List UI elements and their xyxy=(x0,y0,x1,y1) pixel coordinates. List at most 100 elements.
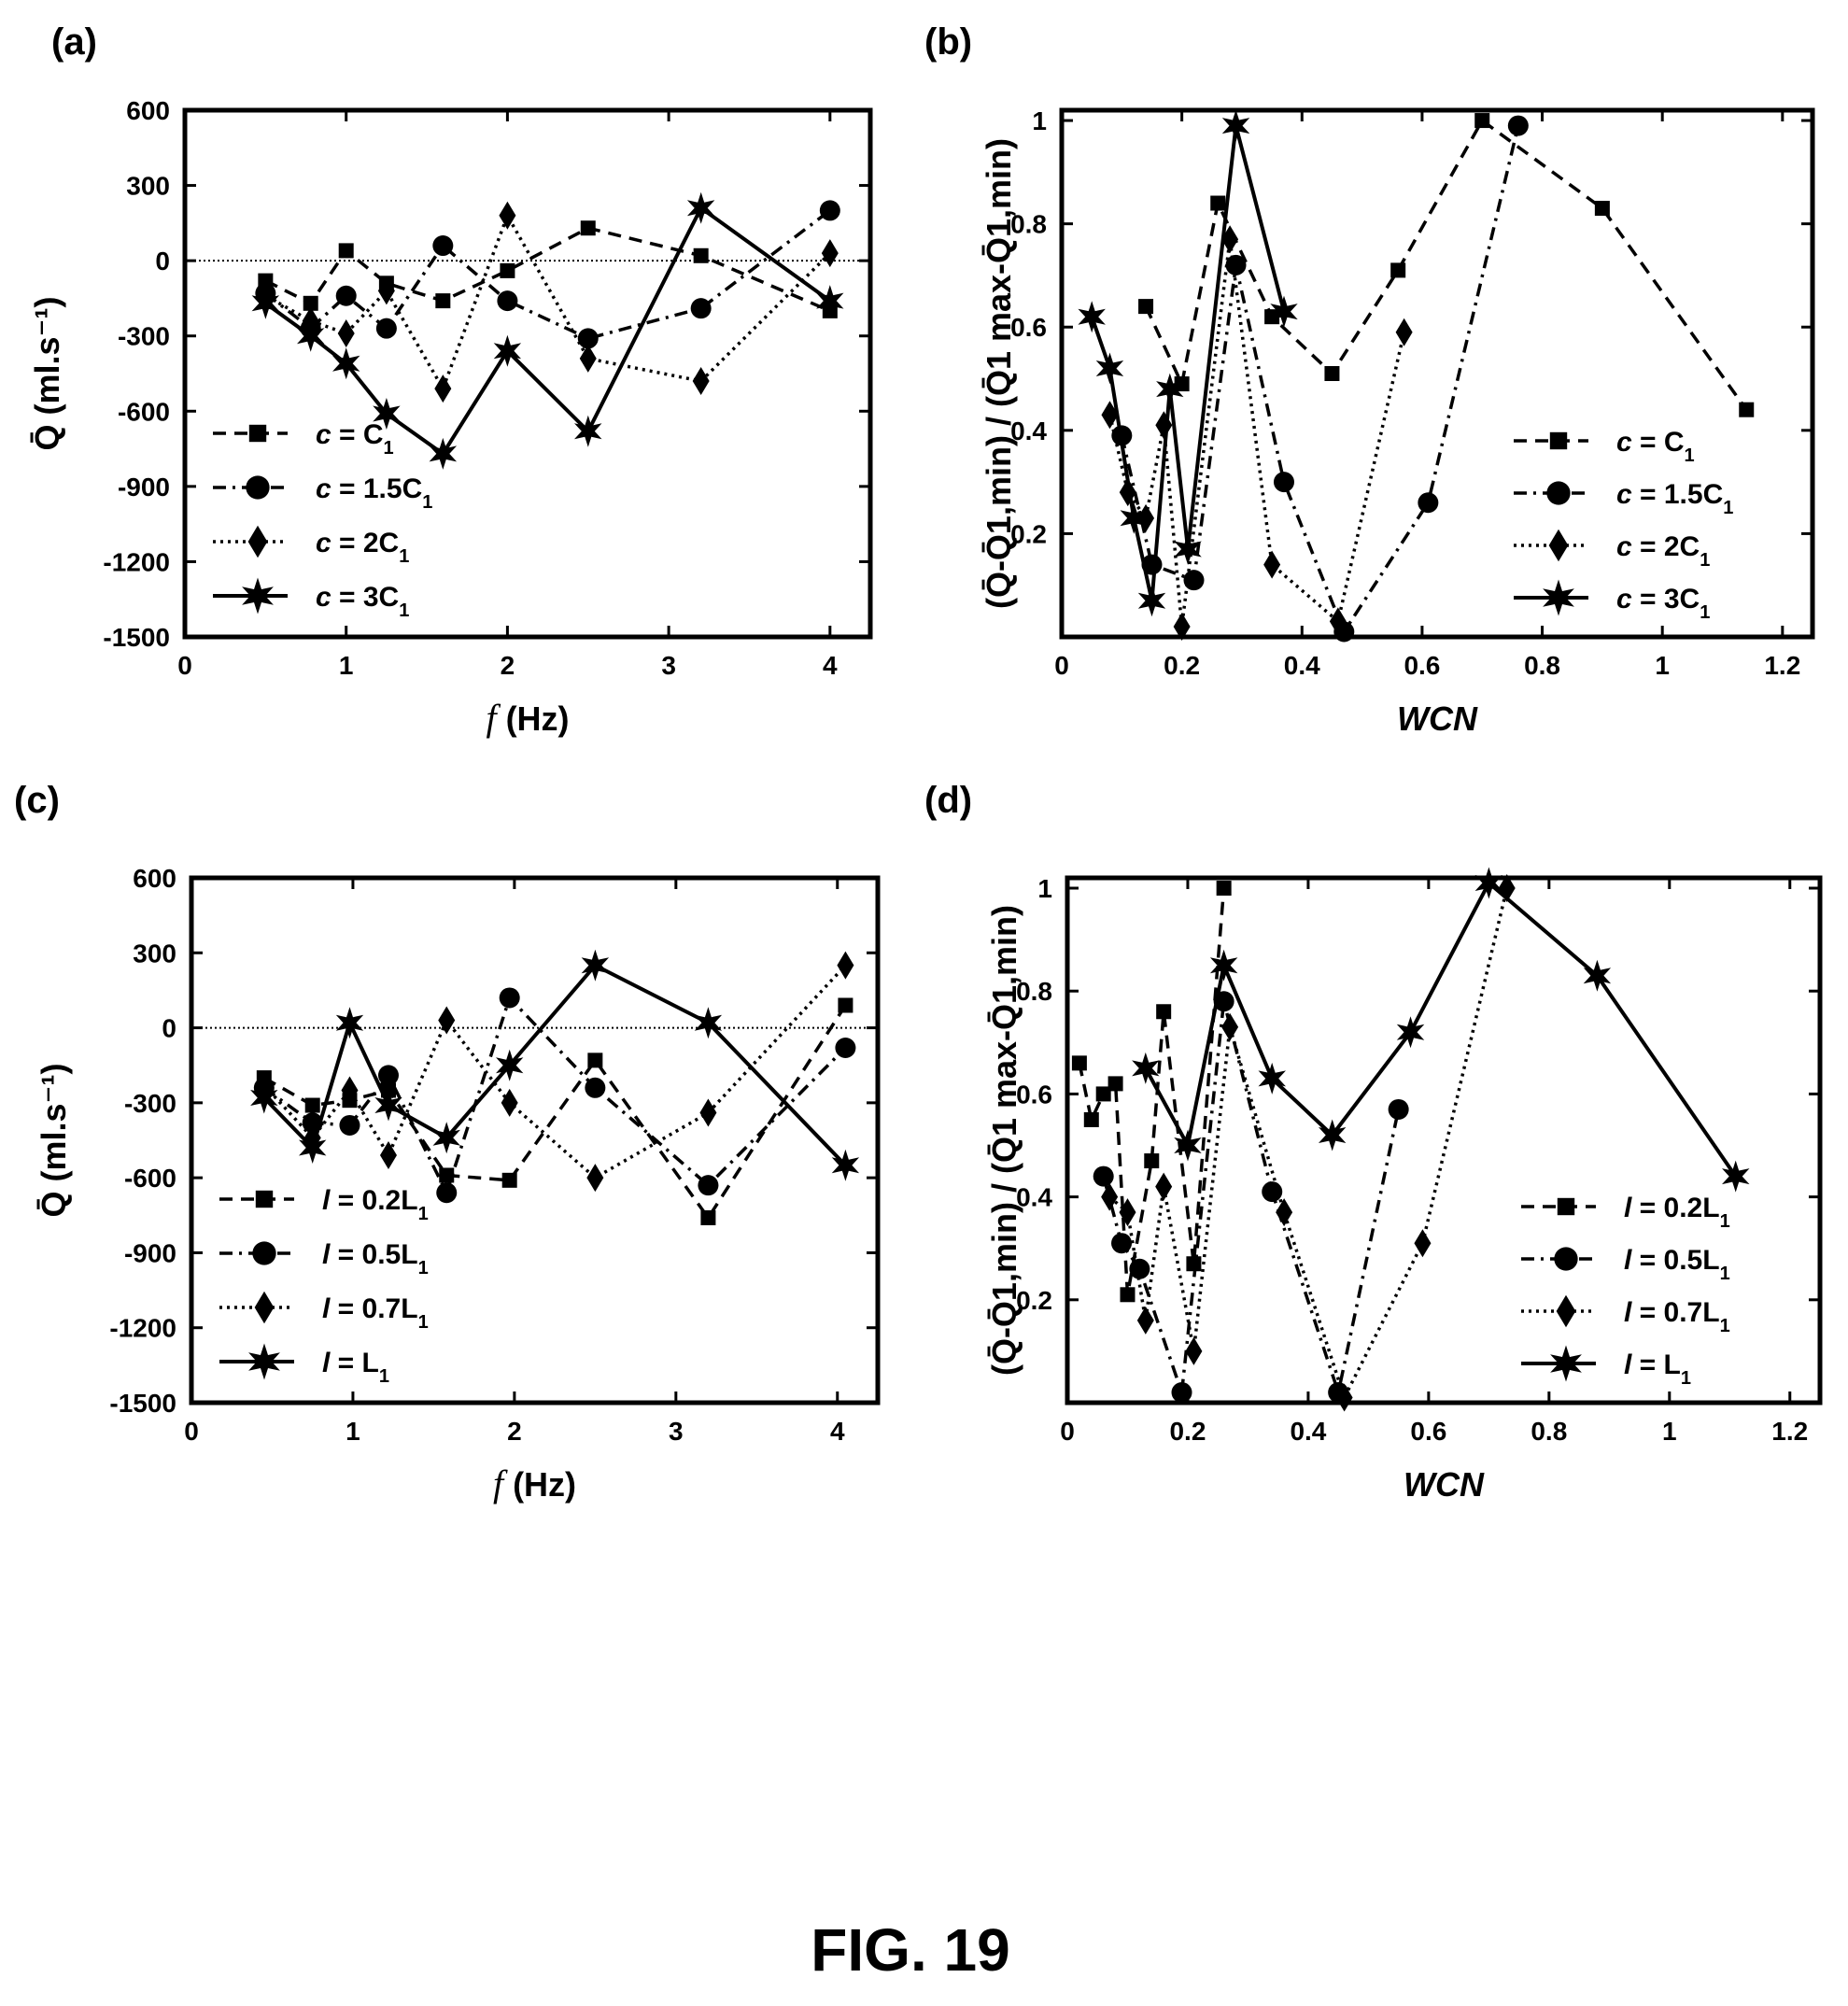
x-tick-label: 1 xyxy=(339,651,354,680)
data-point-diamond xyxy=(1335,1383,1353,1412)
data-point-circle xyxy=(436,1182,458,1204)
x-tick-label: 0 xyxy=(1054,651,1069,680)
data-point-circle xyxy=(497,290,518,312)
data-point-star xyxy=(1174,533,1202,565)
legend-marker-square xyxy=(1549,431,1568,450)
data-point-diamond xyxy=(1101,1182,1119,1211)
data-point-star xyxy=(299,1132,327,1164)
y-tick-label: 0.2 xyxy=(1010,519,1047,548)
y-tick-label: 300 xyxy=(133,939,176,968)
data-point-circle xyxy=(1225,254,1247,275)
data-point-star xyxy=(1258,1062,1286,1095)
y-tick-label: -900 xyxy=(118,473,170,502)
legend-marker-star xyxy=(1543,579,1574,616)
data-point-star xyxy=(1221,109,1250,142)
data-point-diamond xyxy=(699,1098,717,1127)
plot-frame xyxy=(182,107,873,640)
y-tick-label: -300 xyxy=(124,1089,176,1118)
data-point-diamond xyxy=(501,1088,518,1117)
legend-label: l = 0.7L1 xyxy=(1624,1297,1730,1336)
data-point-square xyxy=(303,295,318,311)
data-point-square xyxy=(500,262,515,278)
x-tick-label: 3 xyxy=(669,1417,684,1446)
data-point-square xyxy=(1739,402,1755,417)
data-point-diamond xyxy=(1185,1336,1203,1365)
data-point-circle xyxy=(585,1077,606,1098)
data-point-diamond xyxy=(1414,1229,1432,1258)
data-point-square xyxy=(1174,376,1190,392)
y-tick-label: 0.8 xyxy=(1010,210,1047,239)
data-point-star xyxy=(496,1049,524,1081)
y-tick-label: -600 xyxy=(118,397,170,426)
data-point-square xyxy=(1138,299,1154,315)
y-tick-label: -1500 xyxy=(109,1389,176,1418)
x-tick-label: 0 xyxy=(184,1417,199,1446)
data-point-diamond xyxy=(377,276,395,305)
data-point-diamond xyxy=(1329,607,1347,636)
legend-marker-star xyxy=(1550,1345,1582,1382)
data-point-circle xyxy=(377,1065,399,1086)
x-tick-label: 1 xyxy=(346,1417,360,1446)
data-point-square xyxy=(439,1167,455,1183)
chart-panel-a: (a) 0 1 2 3 4 600 300 0 -300 -600 -900 -1200 -1500 f (… xyxy=(28,21,873,739)
y-tick-label: 600 xyxy=(133,864,176,893)
data-point-star xyxy=(816,285,844,318)
legend-marker-diamond xyxy=(254,1291,275,1324)
data-point-star xyxy=(1209,949,1238,982)
data-point-star xyxy=(1270,295,1298,328)
x-tick-label: 0.4 xyxy=(1284,651,1320,680)
legend-label: c = C1 xyxy=(1616,427,1695,466)
data-point-diamond xyxy=(1155,1172,1173,1201)
data-point-square xyxy=(1390,262,1406,278)
data-point-diamond xyxy=(341,1076,359,1105)
data-point-diamond xyxy=(579,344,597,373)
legend-marker-diamond xyxy=(1548,529,1569,562)
y-tick-label: 0.6 xyxy=(1010,313,1047,342)
x-tick-label: 1 xyxy=(1655,651,1670,680)
data-point-square xyxy=(338,243,354,259)
legend: l = 0.2L1 l = 0.5L1 l = 0.7L1 l = L1 xyxy=(219,1185,429,1387)
legend-marker-star xyxy=(242,577,274,615)
data-point-star xyxy=(1137,585,1166,617)
y-tick-label: 0.8 xyxy=(1016,977,1052,1006)
data-point-circle xyxy=(1262,1181,1283,1203)
series-star xyxy=(251,191,844,470)
legend-label: l = 0.2L1 xyxy=(1624,1193,1730,1232)
legend-label: l = L1 xyxy=(1624,1349,1691,1389)
legend-label: c = 2C1 xyxy=(1616,531,1710,571)
data-point-star xyxy=(1583,959,1612,992)
legend-marker-star xyxy=(248,1343,280,1380)
series-line xyxy=(264,209,831,341)
data-point-star xyxy=(581,949,610,982)
legend: c = C1 c = 1.5C1 c = 2C1 c = 3C1 xyxy=(213,419,432,621)
legend-label: l = 0.5L1 xyxy=(322,1239,429,1278)
legend-label: c = 3C1 xyxy=(1616,584,1710,623)
data-point-square xyxy=(1186,1256,1202,1272)
data-point-square xyxy=(693,247,709,263)
x-tick-label: 1.2 xyxy=(1771,1417,1808,1446)
data-point-diamond xyxy=(1119,1198,1136,1227)
y-tick-label: -900 xyxy=(124,1238,176,1267)
data-point-circle xyxy=(577,328,599,349)
legend-label: c = 2C1 xyxy=(316,528,409,567)
data-point-diamond xyxy=(1263,550,1281,579)
data-point-circle xyxy=(835,1037,856,1058)
x-tick-label: 1.2 xyxy=(1764,651,1800,680)
data-point-circle xyxy=(1183,570,1205,591)
data-point-star xyxy=(1095,352,1124,385)
legend-marker-circle xyxy=(252,1241,276,1265)
x-tick-label: 0 xyxy=(177,651,192,680)
series-line xyxy=(1107,887,1509,1403)
legend-marker-square xyxy=(248,424,267,443)
panel-label: (c) xyxy=(14,780,60,821)
data-point-diamond xyxy=(1276,1198,1293,1227)
series-circle xyxy=(1111,115,1529,643)
data-point-diamond xyxy=(837,951,854,980)
data-point-diamond xyxy=(499,201,516,230)
data-point-star xyxy=(429,437,458,470)
data-point-circle xyxy=(1507,115,1529,136)
series-line xyxy=(1107,238,1406,628)
y-axis-title: (Q̄-Q̄1,min) / (Q̄1 max-Q̄1,min) xyxy=(980,138,1018,609)
series-diamond xyxy=(255,951,854,1193)
